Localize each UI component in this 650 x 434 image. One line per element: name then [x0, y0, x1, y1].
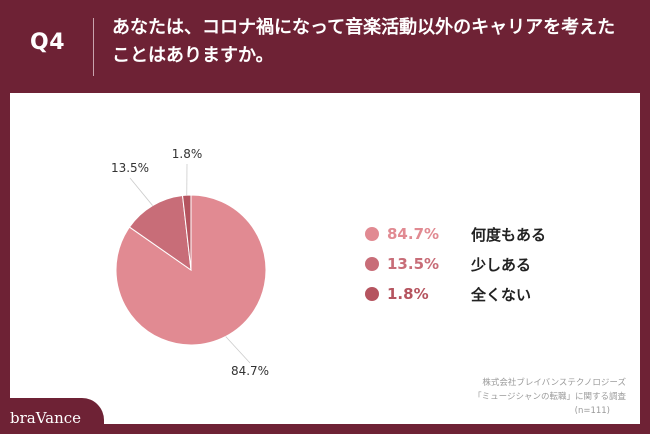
source-sample-size: (n=111)	[574, 406, 610, 416]
slice-data-label: 13.5%	[111, 161, 149, 175]
pie-chart: 84.7% 13.5% 1.8%	[111, 147, 269, 378]
legend-label: 何度もある	[471, 225, 547, 244]
source-note: 株式会社ブレイバンステクノロジーズ 「ミュージシャンの転職」に関する調査 (n=…	[386, 376, 626, 418]
legend-swatch	[365, 287, 379, 301]
legend-percent: 1.8%	[387, 285, 429, 303]
pie-slice	[128, 194, 192, 272]
legend-percent: 84.7%	[387, 225, 440, 243]
label-leader-line	[129, 177, 153, 206]
source-company: 株式会社ブレイバンステクノロジーズ	[482, 378, 626, 388]
slice-data-label: 84.7%	[231, 364, 269, 378]
source-survey: 「ミュージシャンの転職」に関する調査	[473, 392, 626, 402]
legend-swatch	[365, 257, 379, 271]
question-number: Q4	[30, 30, 66, 55]
legend-item: 84.7% 何度もある	[365, 219, 615, 249]
header-divider	[93, 18, 94, 76]
legend-item: 1.8% 全くない	[365, 279, 615, 309]
brand-logo: braVance	[10, 409, 82, 427]
legend: 84.7% 何度もある 13.5% 少しある 1.8% 全くない	[365, 219, 615, 309]
legend-label: 全くない	[471, 285, 532, 304]
brand-tab: braVance	[0, 398, 104, 434]
slice-data-label: 1.8%	[172, 147, 203, 161]
chart-panel: 84.7% 13.5% 1.8% 84.7% 何度もある 13.5% 少しある 1.…	[10, 93, 640, 424]
legend-swatch	[365, 227, 379, 241]
legend-percent: 13.5%	[387, 255, 440, 273]
question-text: あなたは、コロナ禍になって音楽活動以外のキャリアを考えたことはありますか。	[112, 17, 616, 66]
header: Q4 あなたは、コロナ禍になって音楽活動以外のキャリアを考えたことはありますか。	[0, 0, 650, 93]
label-leader-line	[225, 336, 251, 364]
legend-item: 13.5% 少しある	[365, 249, 615, 279]
legend-label: 少しある	[471, 255, 532, 274]
